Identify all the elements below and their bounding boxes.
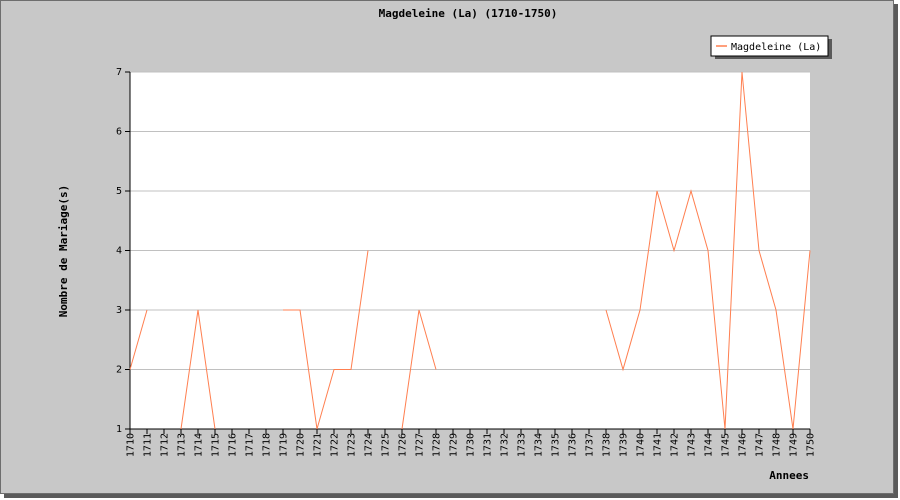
y-tick-label: 7	[116, 67, 122, 78]
x-tick-label: 1746	[738, 433, 749, 457]
legend-label: Magdeleine (La)	[731, 42, 821, 53]
x-tick-label: 1744	[704, 433, 715, 457]
x-tick-label: 1714	[194, 433, 205, 457]
x-tick-label: 1727	[415, 433, 426, 457]
x-tick-label: 1742	[670, 433, 681, 457]
x-tick-label: 1731	[483, 433, 494, 457]
x-tick-label: 1745	[721, 433, 732, 457]
x-tick-label: 1748	[772, 433, 783, 457]
x-tick-label: 1717	[245, 433, 256, 457]
x-tick-label: 1713	[177, 433, 188, 457]
x-tick-label: 1733	[517, 433, 528, 457]
y-tick-label: 5	[116, 186, 122, 197]
x-tick-label: 1729	[449, 433, 460, 457]
series-line	[283, 250, 369, 430]
x-tick-label: 1741	[653, 433, 664, 457]
x-tick-label: 1737	[585, 433, 596, 457]
y-tick-label: 3	[116, 305, 122, 316]
series-line	[605, 71, 811, 430]
x-tick-label: 1736	[568, 433, 579, 457]
y-tick-label: 2	[116, 365, 122, 376]
y-axis-label: Nombre de Mariage(s)	[57, 185, 70, 317]
x-axis-label: Annees	[769, 469, 809, 482]
x-tick-label: 1734	[534, 433, 545, 457]
legend-box	[710, 35, 829, 57]
x-tick-label: 1715	[211, 433, 222, 457]
x-tick-label: 1716	[228, 433, 239, 457]
chart-title: Magdeleine (La) (1710-1750)	[379, 7, 558, 20]
x-tick-label: 1720	[296, 433, 307, 457]
x-tick-label: 1750	[806, 433, 817, 457]
y-tick-label: 1	[116, 424, 122, 435]
x-tick-label: 1721	[313, 433, 324, 457]
x-tick-label: 1735	[551, 433, 562, 457]
x-tick-label: 1749	[789, 433, 800, 457]
x-tick-label: 1743	[687, 433, 698, 457]
series-line	[180, 309, 216, 430]
x-tick-label: 1728	[432, 433, 443, 457]
x-tick-label: 1726	[398, 433, 409, 457]
series-line	[401, 309, 437, 430]
legend: Magdeleine (La)	[710, 35, 832, 59]
series-line	[129, 309, 148, 370]
x-tick-label: 1712	[160, 433, 171, 457]
grid-lines	[130, 71, 810, 370]
x-tick-label: 1732	[500, 433, 511, 457]
x-tick-label: 1730	[466, 433, 477, 457]
x-tick-label: 1738	[602, 433, 613, 457]
x-tick-label: 1718	[262, 433, 273, 457]
x-tick-label: 1710	[126, 433, 137, 457]
y-tick-label: 6	[116, 127, 122, 138]
x-tick-label: 1719	[279, 433, 290, 457]
x-tick-label: 1747	[755, 433, 766, 457]
x-axis-ticks: 1710 1711 1712 1713 1714 1715 1716 1717 1718 1719…	[126, 429, 817, 457]
x-tick-label: 1722	[330, 433, 341, 457]
x-tick-label: 1711	[143, 433, 154, 457]
y-axis-ticks: 1 2 3 4 5 6 7	[116, 67, 130, 435]
series-group	[129, 71, 811, 430]
x-tick-label: 1724	[364, 433, 375, 457]
x-tick-label: 1723	[347, 433, 358, 457]
x-tick-label: 1740	[636, 433, 647, 457]
x-tick-label: 1739	[619, 433, 630, 457]
y-tick-label: 4	[116, 246, 122, 257]
x-tick-label: 1725	[381, 433, 392, 457]
